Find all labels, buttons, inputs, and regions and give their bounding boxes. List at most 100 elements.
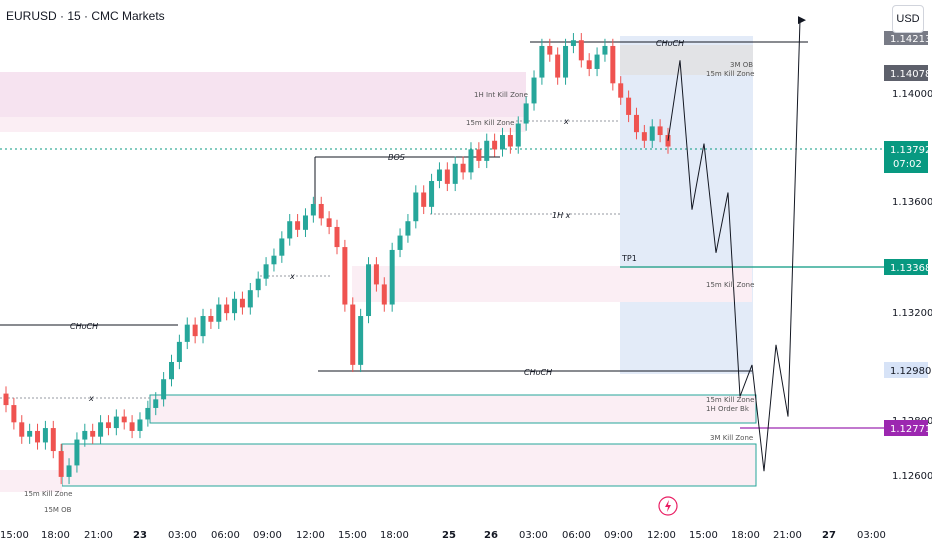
candle-bullish xyxy=(358,316,364,365)
candle-bearish xyxy=(610,45,616,84)
price-badge-tp1 xyxy=(884,259,928,275)
candle-bearish xyxy=(373,264,379,285)
annotation-3m-kill-zone: 3M Kill Zone xyxy=(710,434,753,442)
candle-bearish xyxy=(633,114,639,133)
price-badge-1-12771-text: 1.12771 xyxy=(890,424,931,435)
candle-bullish xyxy=(153,399,159,408)
candle-bullish xyxy=(594,54,600,69)
candle-bullish xyxy=(66,465,72,477)
zones-layer xyxy=(0,36,757,492)
candle-bullish xyxy=(176,341,182,362)
candle-bullish xyxy=(405,221,411,236)
candle-bearish xyxy=(507,135,513,147)
y-axis[interactable]: 1.14000 1.13600 1.13200 1.12800 1.12600 … xyxy=(884,0,932,520)
y-tick-label: 1.13600 xyxy=(892,197,932,208)
candle-bearish xyxy=(121,416,127,423)
candle-bullish xyxy=(602,45,608,55)
candle-bearish xyxy=(105,422,111,429)
candle-bullish xyxy=(531,77,537,104)
x-tick-label: 03:00 xyxy=(857,530,886,541)
x-tick-label: 18:00 xyxy=(380,530,409,541)
zone-15m-kill-zone-lower xyxy=(149,394,757,424)
price-badge-1-14213-text: 1.14213 xyxy=(890,34,931,45)
candle-bullish xyxy=(279,238,285,256)
projection-arrow xyxy=(798,16,806,25)
candle-bullish xyxy=(436,169,442,181)
x-axis-bg xyxy=(0,520,932,550)
candle-bullish xyxy=(184,324,190,342)
x-tick-label: 09:00 xyxy=(604,530,633,541)
candle-bearish xyxy=(342,247,348,305)
grid-lines xyxy=(0,120,884,429)
annotation-1h-order-block: 1H Order Bk xyxy=(706,405,750,413)
chart-title: EURUSD · 15 · CMC Markets xyxy=(6,9,165,23)
candle-bullish xyxy=(397,235,403,250)
zone-3m-kill-zone xyxy=(61,443,757,487)
annotation-15m-kill-zone-bottom: 15m Kill Zone xyxy=(24,490,72,498)
zone-1h-int-kill-zone xyxy=(0,72,526,117)
replay-icon[interactable] xyxy=(658,496,678,516)
candle-bullish xyxy=(413,192,419,222)
candle-bearish xyxy=(626,97,632,115)
candle-bullish xyxy=(366,264,372,317)
x-tick-label: 12:00 xyxy=(647,530,676,541)
candle-bearish xyxy=(19,422,25,437)
annotation-x-upper: x xyxy=(563,117,569,126)
candle-bullish xyxy=(515,123,521,147)
candle-bullish xyxy=(452,163,458,184)
candles-layer xyxy=(3,33,671,485)
candle-bearish xyxy=(50,428,56,452)
x-tick-label: 25 xyxy=(442,530,456,541)
y-tick-label: 1.14000 xyxy=(892,89,932,100)
candle-bearish xyxy=(578,40,584,61)
candle-bearish xyxy=(326,218,332,227)
annotation-15m-kill-zone-lower: 15m Kill Zone xyxy=(706,396,754,404)
lightning-icon xyxy=(665,500,671,512)
projection-path xyxy=(667,16,806,472)
annotation-15m-kill-zone-mid: 15m Kill Zone xyxy=(706,281,754,289)
candle-bearish xyxy=(58,451,64,477)
price-badge-current xyxy=(884,141,928,173)
annotation-15m-ob: 15M OB xyxy=(44,506,72,514)
candle-bearish xyxy=(657,126,663,136)
annotation-3m-ob: 3M OB xyxy=(730,61,753,69)
price-badge-current-text: 1.13792 xyxy=(890,145,931,156)
candle-bullish xyxy=(98,422,104,437)
annotation-choch-top: CHoCH xyxy=(656,39,684,48)
x-tick-label: 15:00 xyxy=(689,530,718,541)
price-badge-1-14213 xyxy=(884,31,928,45)
candle-bullish xyxy=(82,430,88,440)
candle-bearish xyxy=(350,304,356,365)
annotation-x-lower: x xyxy=(88,394,94,403)
candle-bullish xyxy=(570,40,576,46)
candle-bearish xyxy=(586,60,592,69)
candle-bearish xyxy=(35,430,41,443)
x-axis[interactable]: 15:00 18:00 21:00 23 03:00 06:00 09:00 1… xyxy=(0,520,932,550)
candle-bearish xyxy=(192,324,198,337)
price-badge-1-12771 xyxy=(884,420,928,436)
candle-bearish xyxy=(555,54,561,78)
candle-bearish xyxy=(444,169,450,184)
x-tick-label: 27 xyxy=(822,530,836,541)
y-tick-label: 1.12600 xyxy=(892,471,932,482)
price-badge-1-14078 xyxy=(884,65,928,81)
annotation-choch-left: CHoCH xyxy=(70,322,98,331)
candle-bearish xyxy=(547,45,553,55)
candle-bullish xyxy=(468,149,474,173)
candle-bullish xyxy=(389,249,395,305)
x-tick-label: 15:00 xyxy=(0,530,29,541)
zone-forecast-blue xyxy=(620,36,753,374)
x-tick-label: 21:00 xyxy=(84,530,113,541)
x-tick-label: 06:00 xyxy=(211,530,240,541)
candle-bearish xyxy=(3,393,9,406)
candle-bullish xyxy=(247,290,253,308)
candle-bearish xyxy=(208,316,214,322)
annotation-1h-int-kill-zone: 1H Int Kill Zone xyxy=(474,91,528,99)
candle-bullish xyxy=(302,215,308,230)
candle-bullish xyxy=(113,416,119,429)
x-tick-label: 15:00 xyxy=(338,530,367,541)
currency-button[interactable]: USD xyxy=(892,5,924,33)
x-tick-label: 03:00 xyxy=(519,530,548,541)
candle-bullish xyxy=(310,203,316,216)
